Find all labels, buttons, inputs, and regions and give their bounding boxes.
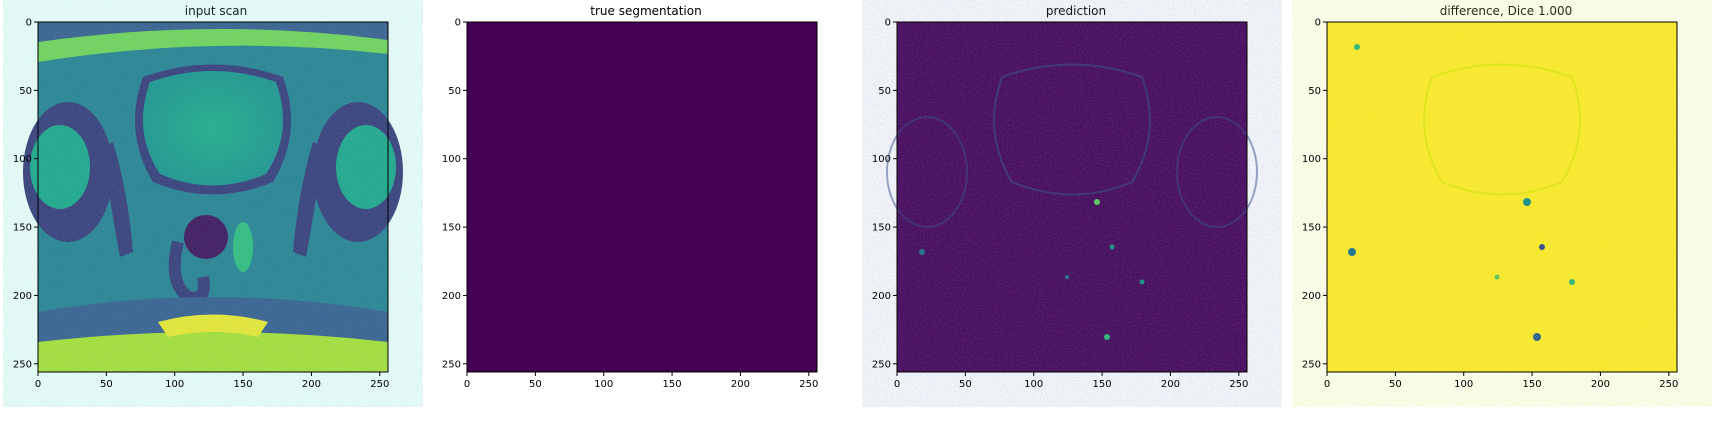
- y-tick-label: 250: [13, 359, 32, 370]
- true-segmentation-image: 0 0 50 50 100 100 150 150 200 200 250 250: [442, 18, 818, 391]
- x-tick-label: 200: [1591, 379, 1610, 390]
- difference-svg: 0 0 50 50 100 100 150 150 200 200 250 250: [1302, 18, 1678, 391]
- y-tick-label: 50: [448, 86, 461, 97]
- input-scan-panel: input scan: [0, 0, 432, 432]
- x-tick-label: 0: [894, 379, 900, 390]
- x-tick-label: 100: [1454, 379, 1473, 390]
- x-tick-label: 150: [663, 379, 682, 390]
- x-tick-label: 50: [529, 379, 542, 390]
- y-tick-label: 100: [872, 154, 891, 165]
- prediction-panel: prediction 0 0 50 50 100 100 150 150 200 200 250 25…: [860, 0, 1292, 432]
- y-tick-label: 250: [442, 359, 461, 370]
- x-tick-label: 50: [959, 379, 972, 390]
- y-tick-label: 200: [13, 291, 32, 302]
- input-scan-svg: 0 0 50 50 100 100 150 150 200 200 250 250: [13, 18, 403, 390]
- axes-frame: [37, 21, 389, 373]
- x-tick-label: 250: [1229, 379, 1248, 390]
- y-tick-label: 200: [442, 291, 461, 302]
- y-tick-label: 100: [13, 154, 32, 165]
- x-tick-label: 100: [165, 379, 184, 390]
- x-tick-label: 50: [100, 379, 113, 390]
- y-tick-label: 0: [885, 18, 891, 29]
- axes-frame: [1326, 21, 1678, 373]
- y-tick-label: 100: [1302, 154, 1321, 165]
- y-tick-label: 0: [26, 18, 32, 29]
- axes-frame: [466, 21, 818, 373]
- true-segmentation-panel: true segmentation 0 0 50 50 100 100 150 150 200 2…: [430, 0, 862, 432]
- prediction-svg: 0 0 50 50 100 100 150 150 200 200 250 250: [872, 18, 1258, 390]
- y-tick-label: 200: [1302, 291, 1321, 302]
- x-tick-label: 150: [1523, 379, 1542, 390]
- x-tick-label: 0: [35, 379, 41, 390]
- y-tick-label: 0: [455, 18, 461, 29]
- difference-panel: difference, Dice 1.000 0 0 50 50 100 100 150 15…: [1290, 0, 1722, 432]
- x-tick-label: 150: [234, 379, 253, 390]
- y-tick-label: 150: [1302, 223, 1321, 234]
- x-tick-label: 100: [594, 379, 613, 390]
- x-tick-label: 100: [1024, 379, 1043, 390]
- axes-frame: [896, 21, 1248, 373]
- y-tick-label: 150: [872, 223, 891, 234]
- x-tick-label: 0: [464, 379, 470, 390]
- prediction-image: 0 0 50 50 100 100 150 150 200 200 250 250: [872, 18, 1258, 390]
- x-tick-label: 0: [1324, 379, 1330, 390]
- y-tick-label: 150: [442, 223, 461, 234]
- y-tick-label: 250: [872, 359, 891, 370]
- panel-title: difference, Dice 1.000: [1439, 4, 1573, 18]
- x-tick-label: 250: [1659, 379, 1678, 390]
- y-tick-label: 50: [878, 86, 891, 97]
- x-tick-label: 250: [370, 379, 389, 390]
- x-tick-label: 150: [1093, 379, 1112, 390]
- input-scan-image: 0 0 50 50 100 100 150 150 200 200 250 250: [13, 18, 403, 390]
- y-tick-label: 0: [1315, 18, 1321, 29]
- y-tick-label: 50: [1308, 86, 1321, 97]
- true-segmentation-svg: 0 0 50 50 100 100 150 150 200 200 250 250: [442, 18, 818, 391]
- panel-title: prediction: [1045, 4, 1107, 18]
- x-tick-label: 50: [1389, 379, 1402, 390]
- panel-title: true segmentation: [590, 4, 702, 18]
- difference-image: 0 0 50 50 100 100 150 150 200 200 250 250: [1302, 18, 1678, 391]
- y-tick-label: 100: [442, 154, 461, 165]
- x-tick-label: 250: [799, 379, 818, 390]
- x-tick-label: 200: [1161, 379, 1180, 390]
- y-tick-label: 200: [872, 291, 891, 302]
- x-tick-label: 200: [302, 379, 321, 390]
- y-tick-label: 150: [13, 223, 32, 234]
- y-tick-label: 50: [19, 86, 32, 97]
- y-tick-label: 250: [1302, 359, 1321, 370]
- panel-title: input scan: [184, 4, 248, 18]
- x-tick-label: 200: [731, 379, 750, 390]
